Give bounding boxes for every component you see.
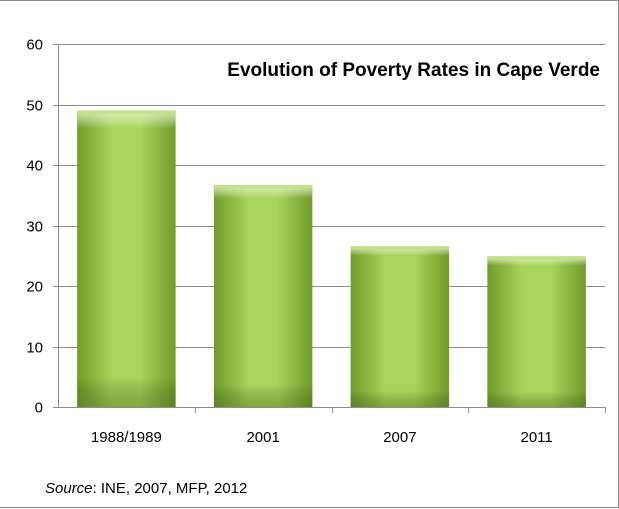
- source-label: Source: [45, 480, 93, 497]
- bar-2011: [487, 256, 586, 407]
- bar-shade: [487, 256, 586, 407]
- bar-top-highlight: [350, 246, 450, 250]
- bar-shade: [77, 110, 176, 408]
- axes: 0 10 20 30 40 50 60 1988/1989 2001 2007 2011: [26, 37, 606, 446]
- bars: [77, 110, 586, 408]
- bar-1988-1989: [77, 110, 176, 408]
- source-text: : INE, 2007, MFP, 2012: [92, 480, 248, 497]
- bar-top-highlight: [213, 184, 313, 188]
- bar-top-highlight: [487, 256, 586, 260]
- x-tick-label: 2007: [383, 429, 416, 446]
- y-tick-label: 0: [35, 400, 43, 417]
- y-tick-label: 60: [26, 37, 43, 54]
- y-tick-label: 30: [26, 219, 43, 236]
- x-tick-label: 2011: [520, 429, 552, 446]
- bar-2007: [350, 246, 450, 407]
- bar-shade: [213, 184, 313, 407]
- source-note: Source: INE, 2007, MFP, 2012: [45, 480, 247, 497]
- y-tick-label: 10: [26, 340, 43, 357]
- y-tick-label: 20: [26, 279, 43, 296]
- x-tick-label: 1988/1989: [91, 429, 162, 446]
- y-tick-label: 40: [26, 158, 43, 175]
- bar-shade: [350, 246, 450, 407]
- bar-2001: [213, 184, 313, 407]
- chart-title: Evolution of Poverty Rates in Cape Verde: [227, 60, 600, 81]
- y-tick-label: 50: [26, 98, 43, 115]
- bar-top-highlight: [77, 110, 176, 114]
- x-tick-label: 2001: [246, 429, 279, 446]
